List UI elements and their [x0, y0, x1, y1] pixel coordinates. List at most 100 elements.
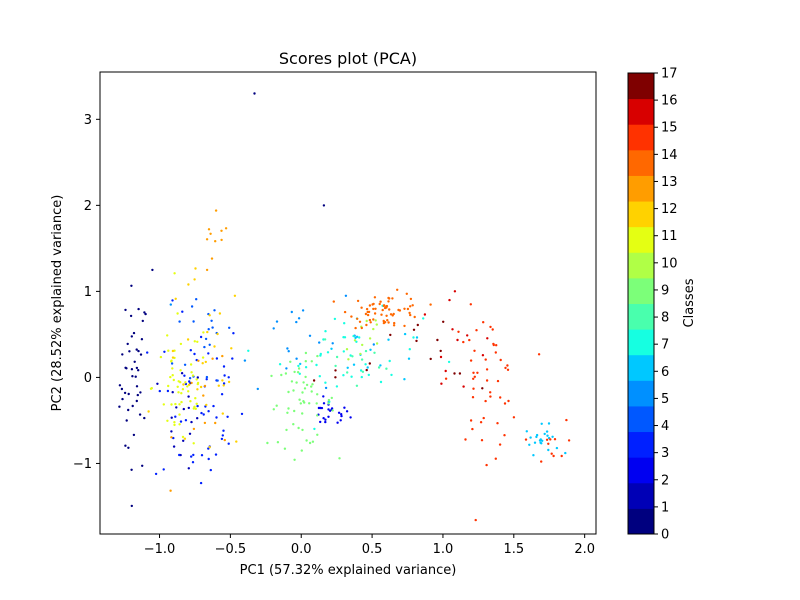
colorbar-tick-label: 4: [661, 419, 669, 434]
scatter-point: [344, 294, 348, 297]
colorbar-tick-label: 3: [661, 446, 669, 461]
scatter-point: [181, 310, 184, 313]
scatter-point: [220, 393, 224, 396]
scatter-point: [181, 435, 185, 439]
scatter-point: [174, 297, 177, 300]
scatter-point: [503, 434, 506, 437]
colorbar-segment: [628, 380, 654, 407]
scatter-point: [354, 326, 357, 330]
scatter-point: [224, 227, 228, 230]
scatter-point: [216, 379, 219, 382]
scatter-point: [199, 385, 203, 389]
scatter-point: [387, 338, 390, 341]
scatter-point: [170, 362, 174, 365]
scatter-point: [200, 411, 203, 415]
scatter-point: [144, 312, 147, 316]
scatter-point: [373, 312, 377, 315]
scatter-point: [272, 408, 275, 411]
scatter-point: [301, 412, 304, 415]
scatter-point: [345, 410, 349, 413]
scatter-point: [166, 389, 170, 393]
scatter-point: [496, 379, 500, 383]
plot-area: [100, 72, 596, 534]
scatter-point: [403, 378, 406, 381]
scatter-point: [484, 399, 487, 403]
scatter-point: [141, 319, 144, 323]
scatter-point: [118, 384, 122, 387]
scatter-point: [330, 396, 333, 400]
scatter-point: [397, 308, 400, 312]
scatter-point: [209, 232, 212, 235]
scatter-point: [479, 421, 483, 424]
scatter-point: [495, 344, 498, 347]
scatter-point: [134, 375, 137, 378]
scatter-point: [361, 370, 365, 373]
scatter-point: [466, 334, 469, 337]
colorbar-tick-label: 14: [661, 148, 678, 163]
scatter-point: [369, 348, 372, 351]
scatter-points: [118, 92, 571, 522]
scatter-point: [318, 341, 321, 344]
scatter-point: [177, 380, 180, 383]
scatter-point: [189, 363, 193, 366]
scatter-point: [358, 336, 361, 339]
scatter-point: [360, 375, 363, 379]
colorbar-segment: [628, 354, 654, 381]
scatter-point: [316, 393, 319, 396]
scatter-point: [175, 406, 178, 409]
scatter-point: [180, 400, 183, 404]
scatter-point: [162, 403, 165, 406]
scatter-point: [196, 381, 200, 385]
scatter-point: [174, 415, 177, 418]
scatter-point: [177, 391, 180, 394]
scatter-point: [529, 436, 532, 439]
scatter-point: [298, 372, 301, 375]
x-axis-label: PC1 (57.32% explained variance): [240, 563, 457, 578]
colorbar-tick-label: 16: [661, 94, 678, 109]
scatter-point: [356, 299, 360, 303]
scatter-point: [178, 453, 181, 457]
scatter-point: [447, 360, 451, 364]
scatter-point: [270, 374, 273, 378]
scatter-point: [331, 342, 334, 345]
scatter-point: [525, 430, 528, 433]
scatter-point: [337, 411, 341, 414]
scatter-point: [187, 390, 190, 393]
scatter-point: [121, 353, 124, 356]
scatter-point: [163, 350, 166, 353]
scatter-point: [196, 388, 199, 391]
scatter-point: [339, 419, 342, 422]
scatter-point: [388, 308, 391, 311]
scatter-point: [217, 384, 220, 387]
scatter-point: [289, 360, 292, 363]
scatter-point: [458, 372, 462, 375]
scatter-point: [382, 304, 386, 308]
scatter-point: [201, 356, 205, 359]
scatter-point: [151, 268, 154, 272]
scatter-point: [330, 347, 333, 350]
scatter-point: [184, 381, 187, 384]
scatter-point: [507, 399, 510, 403]
colorbar-segment: [628, 482, 654, 509]
scatter-point: [403, 332, 407, 336]
scatter-point: [222, 382, 226, 385]
scatter-point: [564, 451, 567, 455]
scatter-point: [327, 398, 331, 402]
x-tick-label: −0.5: [215, 542, 247, 557]
scatter-point: [129, 314, 133, 318]
x-tick-label: 1.5: [503, 542, 524, 557]
scatter-point: [322, 417, 325, 420]
scatter-point: [221, 412, 224, 415]
scatter-point: [218, 312, 222, 315]
scatter-point: [173, 423, 176, 427]
colorbar-tick-label: 13: [661, 175, 678, 190]
scatter-point: [469, 359, 473, 362]
y-tick-label: 1: [84, 285, 92, 300]
colorbar-segment: [628, 98, 654, 125]
scatter-point: [409, 297, 413, 301]
scatter-point: [448, 298, 451, 302]
scatter-point: [336, 421, 339, 424]
scatter-point: [182, 383, 185, 386]
scatter-point: [191, 374, 195, 377]
